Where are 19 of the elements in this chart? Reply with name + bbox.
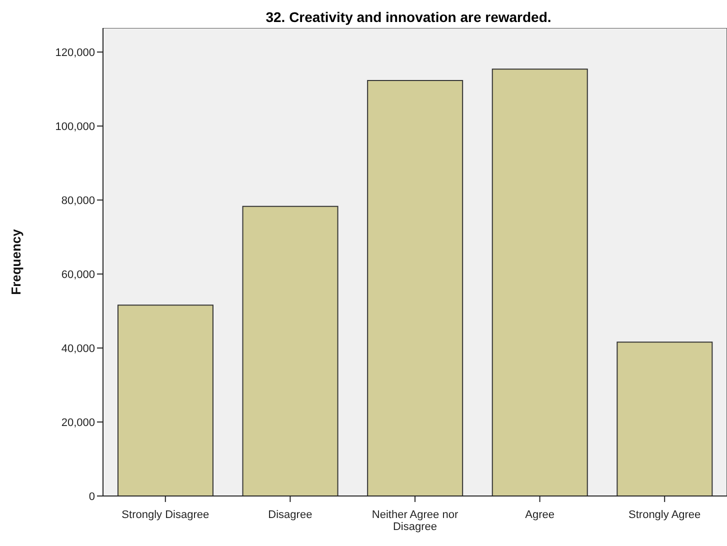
- y-tick-label: 80,000: [61, 194, 95, 207]
- x-tick-label: Strongly Disagree: [122, 509, 210, 521]
- y-tick-label: 120,000: [55, 46, 95, 59]
- chart-title: 32. Creativity and innovation are rewarded.: [264, 8, 552, 27]
- y-tick-label: 100,000: [55, 120, 95, 133]
- x-tick-label: Strongly Agree: [628, 509, 701, 521]
- bar: [367, 80, 464, 496]
- x-tick-label: Agree: [525, 509, 554, 521]
- bar: [242, 206, 338, 496]
- x-tick-label: Disagree: [268, 509, 312, 521]
- bar: [616, 342, 713, 496]
- y-tick-label: 20,000: [61, 416, 95, 429]
- x-tick-label: Neither Agree nor Disagree: [372, 509, 458, 533]
- y-tick-label: 0: [88, 490, 95, 503]
- y-tick-label: 40,000: [61, 342, 95, 355]
- y-axis-title: Frequency: [8, 228, 24, 295]
- bar: [117, 304, 214, 496]
- y-tick-label: 60,000: [61, 268, 95, 281]
- bar: [492, 68, 588, 496]
